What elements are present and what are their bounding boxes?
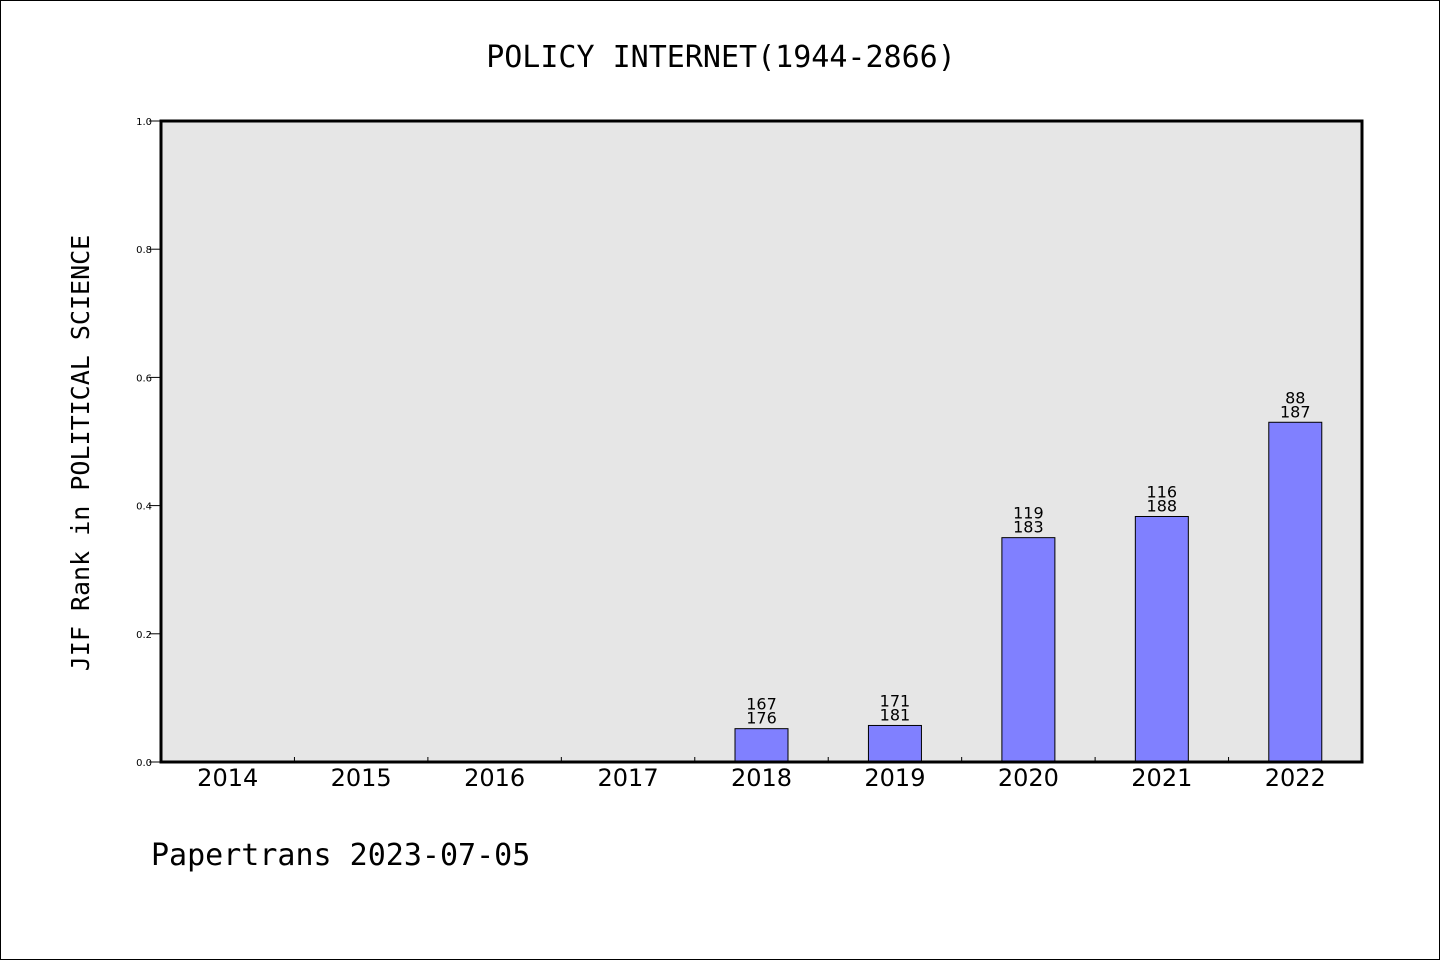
bar-rank-label: 119	[1013, 504, 1044, 523]
x-tick-label: 2014	[197, 764, 258, 792]
y-tick-label: 0.6	[136, 373, 152, 384]
bar-2020	[1001, 537, 1056, 763]
x-tick-label: 2018	[731, 764, 792, 792]
bar-2021	[1134, 515, 1189, 763]
bar-2022	[1268, 421, 1323, 763]
y-tick-label: 1.0	[136, 117, 152, 128]
y-tick-label: 0.4	[136, 502, 152, 513]
bars-layer	[734, 421, 1323, 763]
x-tick-label: 2022	[1265, 764, 1326, 792]
y-tick-label: 0.8	[136, 245, 152, 256]
bar-total-label: 181	[880, 705, 911, 724]
x-tick-label: 2016	[464, 764, 525, 792]
bar-2018	[734, 728, 789, 763]
x-tick-label: 2021	[1131, 764, 1192, 792]
chart-title: POLICY INTERNET(1944-2866)	[486, 40, 956, 75]
y-tick-label: 0.0	[136, 758, 152, 769]
x-tick-label: 2020	[998, 764, 1059, 792]
bar-rank-label: 171	[880, 691, 911, 710]
bar-2019	[867, 724, 922, 763]
bar-total-label: 188	[1147, 496, 1178, 515]
x-tick-label: 2019	[864, 764, 925, 792]
bar-rank-label: 167	[746, 695, 777, 714]
y-axis-label: JIF Rank in POLITICAL SCIENCE	[66, 235, 95, 672]
bar-rank-label: 116	[1147, 482, 1178, 501]
labels-layer: 0.0 0.2 0.4 0.6 0.8 1.0 2014 2015 2016 2017 2018 16…	[136, 117, 1326, 792]
bar-total-label: 187	[1280, 402, 1311, 421]
bar-rank-label: 88	[1285, 388, 1305, 407]
footer-credit: Papertrans 2023-07-05	[151, 838, 530, 873]
bar-total-label: 176	[746, 709, 777, 728]
bar-total-label: 183	[1013, 518, 1044, 537]
x-tick-label: 2015	[331, 764, 392, 792]
y-tick-label: 0.2	[136, 630, 152, 641]
plot-frame	[159, 119, 1364, 764]
x-tick-label: 2017	[598, 764, 659, 792]
